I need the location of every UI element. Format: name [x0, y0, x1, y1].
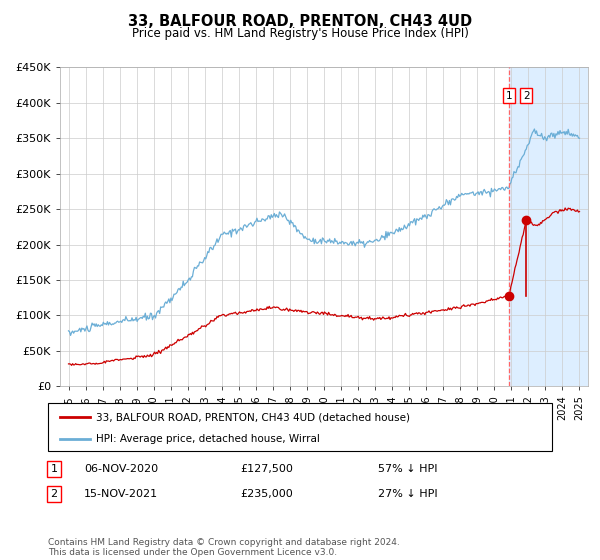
- Text: 2: 2: [523, 91, 530, 101]
- Text: 1: 1: [50, 464, 58, 474]
- Text: Contains HM Land Registry data © Crown copyright and database right 2024.
This d: Contains HM Land Registry data © Crown c…: [48, 538, 400, 557]
- Text: 27% ↓ HPI: 27% ↓ HPI: [378, 489, 437, 499]
- Bar: [509, 67, 588, 386]
- Text: 06-NOV-2020: 06-NOV-2020: [84, 464, 158, 474]
- Text: Price paid vs. HM Land Registry's House Price Index (HPI): Price paid vs. HM Land Registry's House …: [131, 27, 469, 40]
- Text: 1: 1: [505, 91, 512, 101]
- Text: 33, BALFOUR ROAD, PRENTON, CH43 4UD: 33, BALFOUR ROAD, PRENTON, CH43 4UD: [128, 14, 472, 29]
- Text: 2: 2: [50, 489, 58, 499]
- Text: 15-NOV-2021: 15-NOV-2021: [84, 489, 158, 499]
- Text: £127,500: £127,500: [240, 464, 293, 474]
- Text: 33, BALFOUR ROAD, PRENTON, CH43 4UD (detached house): 33, BALFOUR ROAD, PRENTON, CH43 4UD (det…: [96, 413, 410, 422]
- Text: 57% ↓ HPI: 57% ↓ HPI: [378, 464, 437, 474]
- Text: HPI: Average price, detached house, Wirral: HPI: Average price, detached house, Wirr…: [96, 434, 320, 444]
- Text: £235,000: £235,000: [240, 489, 293, 499]
